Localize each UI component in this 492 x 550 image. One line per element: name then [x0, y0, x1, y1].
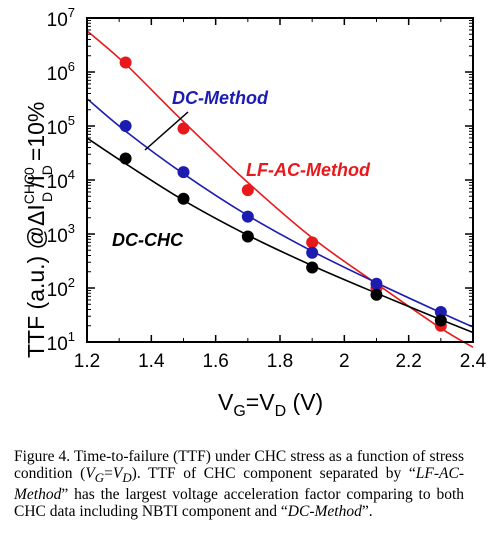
- x-tick-label: 1.2: [74, 351, 100, 372]
- data-point-series-0: [241, 184, 254, 197]
- fit-line-series-0: [86, 30, 474, 348]
- data-markers: [119, 56, 447, 332]
- data-point-series-1: [119, 120, 132, 132]
- data-point-series-2: [306, 261, 319, 274]
- x-axis-label: VG=VD (V): [218, 389, 323, 420]
- y-tick-label: 106: [47, 59, 75, 85]
- dc-method-leader-line: [144, 111, 189, 151]
- y-tick-label: 105: [47, 113, 75, 139]
- y-tick-label: 107: [47, 5, 75, 31]
- data-point-series-1: [306, 246, 319, 259]
- fit-line-series-2: [86, 137, 474, 334]
- x-tick-label: 2.2: [395, 351, 421, 372]
- axis-ticks: 1.2 1.4 1.6 1.8 2 2.2 2.4 101 102 103 104 105 106 107: [47, 5, 487, 372]
- x-tick-label: 2: [339, 351, 350, 372]
- y-tick-label: 103: [47, 221, 75, 247]
- x-tick-label: 1.8: [267, 351, 293, 372]
- fit-line-series-1: [86, 98, 474, 328]
- figure-caption: Figure 4. Time-to-failure (TTF) under CH…: [14, 448, 464, 521]
- data-point-series-1: [370, 277, 383, 290]
- data-point-series-2: [119, 152, 132, 165]
- data-point-series-2: [177, 192, 190, 205]
- x-tick-label: 1.6: [202, 351, 228, 372]
- series-label-dc-chc: DC-CHC: [112, 230, 184, 250]
- ttf-chart: 1.2 1.4 1.6 1.8 2 2.2 2.4 101 102 103 104 105 106 107…: [21, 5, 487, 420]
- y-tick-label: 104: [47, 167, 75, 193]
- data-point-series-2: [241, 230, 254, 243]
- data-point-series-0: [119, 56, 132, 69]
- data-point-series-1: [177, 166, 190, 179]
- fit-curves: [86, 30, 474, 348]
- data-point-series-0: [306, 236, 319, 249]
- series-label-lf-ac-method: LF-AC-Method: [246, 160, 371, 180]
- x-tick-label: 2.4: [460, 351, 487, 372]
- data-point-series-1: [434, 305, 447, 318]
- data-point-series-2: [434, 314, 447, 327]
- data-point-series-0: [177, 122, 190, 135]
- series-label-dc-method: DC-Method: [172, 88, 269, 108]
- data-point-series-1: [241, 210, 254, 223]
- y-axis-label: TTF (a.u.) @ΔICHC D/I0 D=10%: [21, 102, 55, 358]
- data-point-series-2: [370, 288, 383, 301]
- y-tick-label: 102: [47, 275, 75, 301]
- y-tick-label: 101: [47, 329, 75, 355]
- plot-frame: [86, 17, 474, 343]
- x-tick-label: 1.4: [138, 351, 165, 372]
